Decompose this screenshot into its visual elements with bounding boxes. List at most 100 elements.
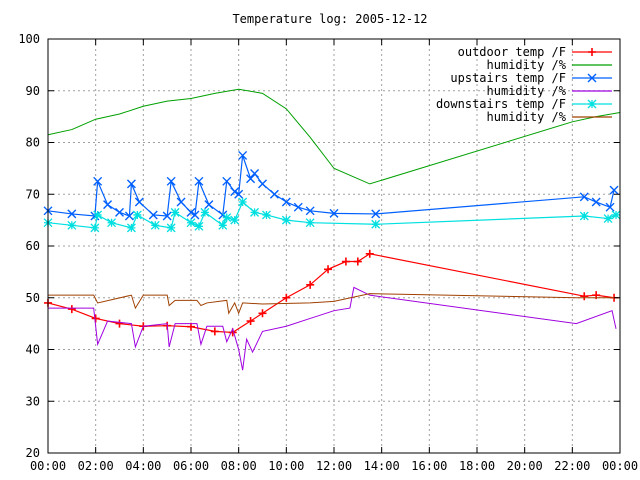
data-point (250, 169, 260, 179)
x-tick-label: 06:00 (173, 459, 209, 473)
data-point (579, 211, 589, 221)
data-point (588, 48, 596, 56)
data-point (365, 249, 374, 258)
y-tick-label: 100 (18, 32, 40, 46)
legend-label: downstairs temp /F (436, 97, 566, 111)
data-point (258, 179, 267, 189)
data-point (605, 202, 615, 212)
series-4 (48, 286, 617, 371)
data-point (250, 207, 260, 217)
grid (48, 39, 620, 453)
legend-label: outdoor temp /F (458, 45, 566, 59)
data-point (262, 210, 271, 220)
data-point (67, 305, 76, 314)
data-point (166, 176, 176, 186)
data-point (218, 220, 228, 230)
data-point (353, 257, 362, 266)
series-line (47, 88, 621, 185)
data-point (305, 218, 315, 228)
data-point (230, 215, 240, 225)
legend-item: humidity /% (487, 110, 612, 124)
data-point (603, 214, 613, 224)
x-tick-label: 12:00 (316, 459, 352, 473)
data-point (186, 207, 196, 217)
x-tick-label: 08:00 (221, 459, 257, 473)
series-6 (48, 293, 620, 315)
legend-label: humidity /% (487, 110, 567, 124)
data-point (103, 200, 113, 210)
data-point (238, 150, 248, 160)
data-point (134, 197, 144, 207)
data-point (591, 197, 601, 207)
y-tick-label: 70 (26, 187, 40, 201)
data-point (126, 179, 136, 189)
data-point (115, 207, 124, 217)
data-point (329, 208, 339, 218)
x-tick-label: 00:00 (602, 459, 638, 473)
y-tick-label: 90 (26, 84, 40, 98)
data-point (186, 218, 196, 228)
data-point (200, 207, 210, 217)
axis-ticks: 20 30 40 50 60 70 80 90 100 00:00 02:00 04:00 06:00 0… (18, 32, 638, 473)
data-point (176, 197, 186, 207)
data-point (324, 265, 333, 274)
data-point (238, 197, 248, 207)
data-point (170, 207, 180, 217)
series-1 (44, 249, 619, 337)
x-tick-label: 02:00 (78, 459, 114, 473)
data-point (246, 317, 255, 326)
legend-label: humidity /% (487, 84, 567, 98)
legend-label: upstairs temp /F (450, 71, 566, 85)
legend-item: downstairs temp /F (436, 97, 612, 111)
data-point (222, 176, 232, 186)
data-point (166, 223, 176, 233)
x-tick-label: 04:00 (125, 459, 161, 473)
y-tick-label: 40 (26, 343, 40, 357)
data-point (150, 220, 160, 230)
data-point (210, 327, 219, 336)
data-point (579, 192, 589, 202)
y-tick-label: 80 (26, 136, 40, 150)
series-line (48, 286, 617, 371)
data-point (587, 73, 597, 83)
data-point (194, 176, 204, 186)
series-group (43, 88, 621, 371)
data-point (148, 210, 158, 220)
series-line (47, 253, 615, 334)
data-point (305, 206, 315, 216)
x-tick-label: 16:00 (411, 459, 447, 473)
data-point (132, 210, 142, 220)
data-point (126, 223, 136, 233)
x-tick-label: 18:00 (459, 459, 495, 473)
data-point (587, 99, 597, 109)
data-point (611, 210, 621, 220)
data-point (293, 202, 303, 212)
data-point (371, 209, 381, 219)
data-point (93, 210, 103, 220)
data-point (91, 314, 100, 323)
chart-title: Temperature log: 2005-12-12 (232, 12, 427, 26)
y-tick-label: 30 (26, 394, 40, 408)
data-point (204, 200, 214, 210)
data-point (282, 293, 291, 302)
data-point (115, 319, 124, 328)
data-point (90, 223, 100, 233)
legend-label: humidity /% (487, 58, 567, 72)
legend-item: outdoor temp /F (458, 45, 612, 59)
data-point (190, 210, 200, 220)
data-point (162, 211, 172, 221)
data-point (230, 187, 240, 197)
legend-item: humidity /% (487, 58, 612, 72)
data-point (107, 218, 117, 228)
x-tick-label: 00:00 (30, 459, 66, 473)
data-point (194, 221, 204, 231)
data-point (281, 215, 291, 225)
data-point (609, 185, 619, 195)
data-point (246, 174, 256, 184)
series-3 (43, 150, 619, 221)
data-point (580, 292, 589, 301)
data-point (93, 176, 103, 186)
